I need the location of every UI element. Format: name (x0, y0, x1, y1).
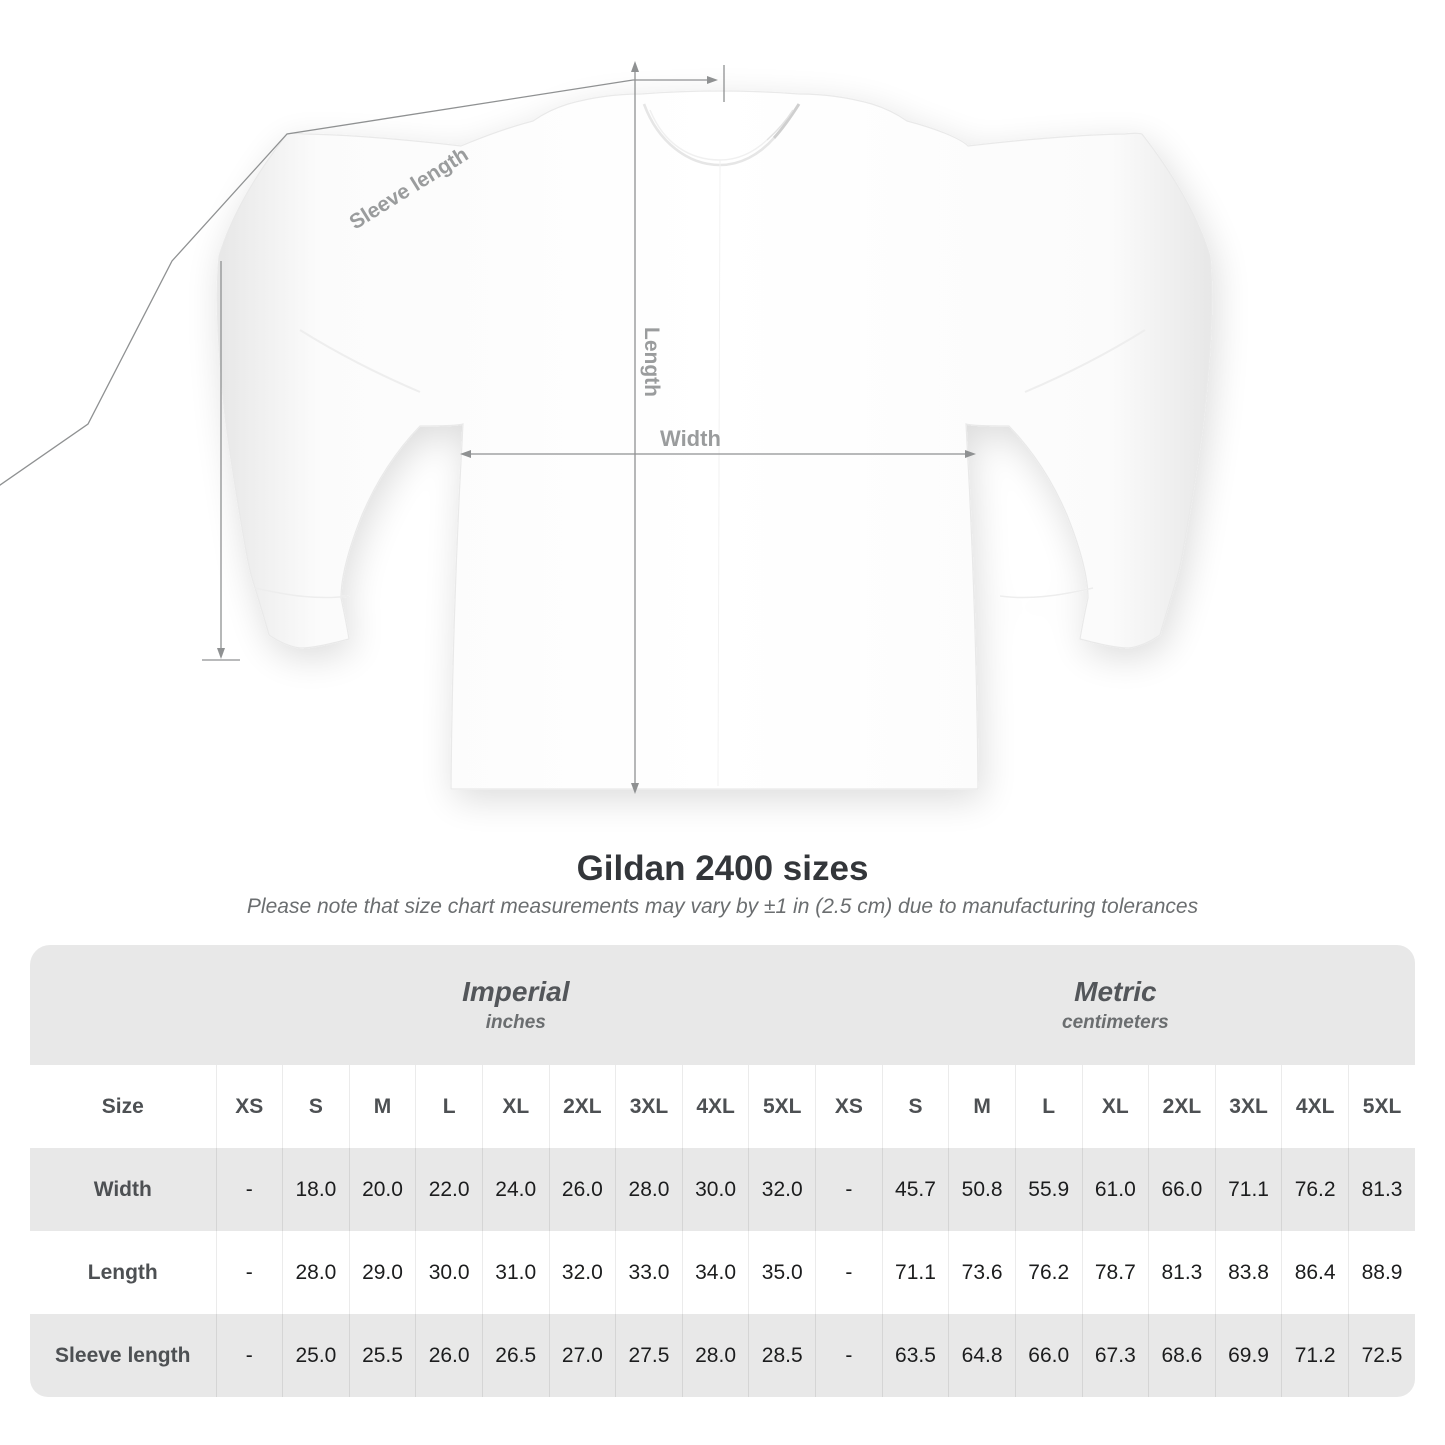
svg-text:Width: Width (660, 426, 721, 451)
svg-text:Length: Length (640, 327, 663, 397)
